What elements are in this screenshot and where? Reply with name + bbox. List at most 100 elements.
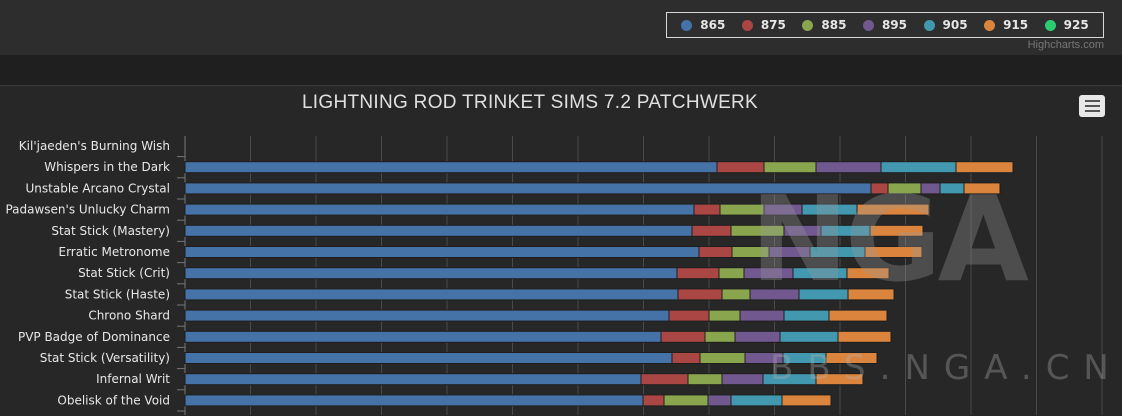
bar-segment: [779, 330, 839, 343]
bar-segment: [642, 394, 665, 407]
category-label: Kil'jaeden's Burning Wish: [19, 139, 170, 153]
bar-segment: [687, 373, 723, 386]
category-label: PVP Badge of Dominance: [18, 330, 170, 344]
legend-marker: [802, 19, 814, 31]
bar-segment: [719, 203, 765, 216]
bar-segment: [809, 246, 866, 258]
bar-segment: [640, 373, 689, 386]
bar-segment: [184, 161, 718, 174]
legend-label: 925: [1063, 18, 1089, 32]
category-label: Erratic Metronome: [58, 245, 170, 259]
bar-segment: [184, 267, 678, 280]
bar-segment: [708, 309, 741, 322]
bar-segment: [887, 182, 922, 195]
bar-segment: [762, 373, 817, 386]
bar-segment: [676, 267, 720, 280]
bar-segment: [716, 161, 765, 174]
legend-marker: [862, 19, 874, 31]
bar-segment: [739, 309, 785, 322]
bar-segment: [744, 352, 784, 364]
bar-segment: [693, 203, 721, 216]
legend-item[interactable]: 875: [741, 18, 786, 32]
bar-segment: [721, 288, 751, 301]
gap-band: [0, 55, 1122, 85]
legend-item[interactable]: 915: [984, 18, 1028, 32]
bar-segment: [749, 288, 800, 301]
bar-segment: [920, 182, 941, 195]
bar-segment: [184, 309, 670, 322]
legend-label: 875: [760, 18, 786, 32]
category-label: Infernal Writ: [96, 372, 170, 386]
bar-segment: [870, 182, 889, 195]
bar-segment: [704, 330, 736, 343]
category-label: Stat Stick (Crit): [78, 266, 170, 280]
bar-segment: [869, 224, 924, 237]
bar-segment: [698, 246, 733, 258]
legend-item[interactable]: 905: [923, 18, 968, 32]
bar-segment: [939, 182, 965, 195]
menu-icon-line: [1084, 110, 1100, 112]
legend-item[interactable]: 925: [1044, 18, 1089, 32]
bar-segment: [847, 288, 895, 301]
bar-segment: [734, 330, 781, 343]
chart-menu-button[interactable]: [1079, 95, 1105, 117]
bar-segment: [184, 224, 693, 237]
chart-legend: 865 875 885 895 905 915 925: [666, 12, 1104, 38]
menu-icon-line: [1084, 105, 1100, 107]
bar-segment: [671, 352, 701, 364]
legend-marker: [741, 19, 753, 31]
legend-label: 895: [881, 18, 907, 32]
bar-segment: [184, 203, 695, 216]
legend-label: 905: [942, 18, 968, 32]
legend-marker: [923, 19, 935, 31]
legend-label: 865: [700, 18, 726, 32]
bar-segment: [660, 330, 706, 343]
bar-segment: [781, 394, 832, 407]
bar-segment: [707, 394, 732, 407]
chart-title: LIGHTNING ROD TRINKET SIMS 7.2 PATCHWERK: [301, 92, 759, 113]
bar-segment: [783, 309, 830, 322]
bar-segment: [718, 267, 745, 280]
legend-item[interactable]: 865: [681, 18, 725, 32]
bar-segment: [792, 267, 848, 280]
bar-segment: [815, 373, 864, 386]
bar-segment: [691, 224, 732, 237]
bar-segment: [677, 288, 723, 301]
bar-segment: [963, 182, 1001, 195]
bar-segment: [846, 267, 890, 280]
legend-marker: [984, 19, 996, 31]
bar-segment: [721, 373, 764, 386]
category-label: Stat Stick (Versatility): [40, 351, 170, 365]
bar-segment: [763, 203, 803, 216]
legend-label: 915: [1003, 18, 1029, 32]
bar-segment: [184, 246, 700, 258]
bar-segment: [184, 182, 872, 195]
bar-segment: [663, 394, 709, 407]
bar-segment: [864, 246, 923, 258]
bar-segment: [668, 309, 710, 322]
bar-segment: [880, 161, 957, 174]
category-label: Whispers in the Dark: [44, 160, 170, 174]
legend-marker: [1044, 19, 1056, 31]
legend-marker: [681, 19, 693, 31]
bar-segment: [184, 373, 642, 386]
bar-segment: [730, 224, 785, 237]
legend-item[interactable]: 885: [802, 18, 846, 32]
category-label: Unstable Arcano Crystal: [26, 181, 171, 195]
category-label: Stat Stick (Mastery): [51, 224, 170, 238]
bar-segment: [730, 394, 783, 407]
bar-segment: [184, 288, 679, 301]
bar-segment: [825, 352, 878, 364]
highcharts-credits[interactable]: Highcharts.com: [1027, 39, 1104, 51]
legend-label: 885: [821, 18, 847, 32]
bar-segment: [699, 352, 746, 364]
bar-segment: [955, 161, 1014, 174]
legend-item[interactable]: 895: [862, 18, 907, 32]
bar-segment: [743, 267, 794, 280]
bar-segment: [184, 330, 662, 343]
category-label: Padawsen's Unlucky Charm: [5, 203, 170, 217]
bar-segment: [763, 161, 817, 174]
bar-segment: [820, 224, 871, 237]
bar-segment: [828, 309, 888, 322]
